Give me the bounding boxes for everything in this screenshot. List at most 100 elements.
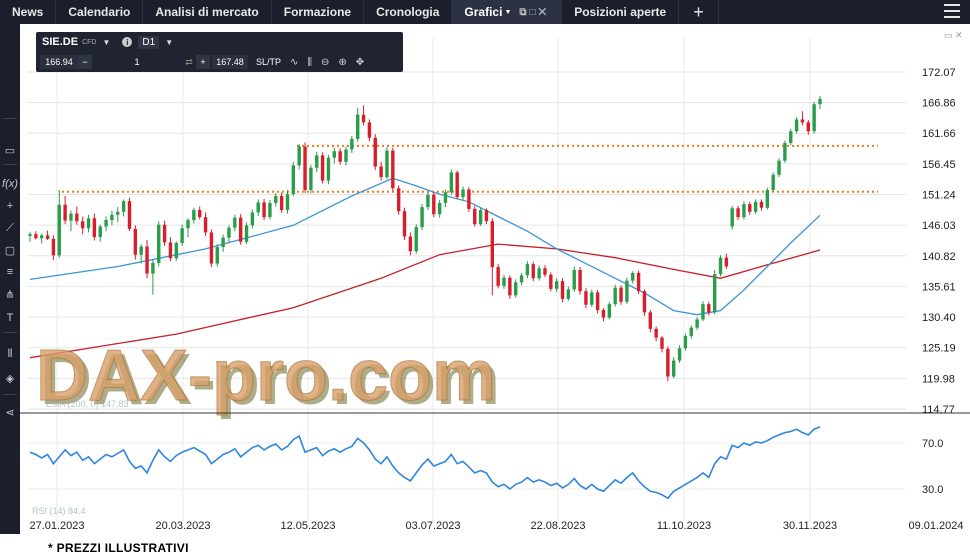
candle-body [607,304,612,318]
y-tick-label: 114.77 [922,404,955,416]
y-tick-label: 166.86 [922,98,956,110]
candle-body [613,287,617,305]
fibonacci-icon[interactable]: ≡ [6,266,14,278]
quantity-plus-button[interactable]: + [196,55,210,69]
swap-icon[interactable]: ⇄ [182,55,196,69]
candle-body [268,202,272,218]
candle-body [233,217,237,228]
x-tick-label: 12.05.2023 [280,520,335,532]
symbol-dropdown-icon[interactable]: ▼ [102,37,111,47]
candle-body [443,192,448,203]
tab-cronologia-label: Cronologia [376,5,440,19]
candle-body [291,165,296,195]
chart-window-controls-icon[interactable]: ▭ ✕ [944,30,963,40]
move-icon[interactable]: ✥ [355,56,365,68]
tab-calendario[interactable]: Calendario [56,0,144,24]
candle-body [75,213,79,222]
y-tick-label: 130.40 [922,312,956,324]
rectangle-icon[interactable]: ▢ [4,245,16,257]
quantity-input[interactable]: 1 [92,55,182,69]
candle-body [92,218,97,238]
line-chart-icon[interactable]: ∿ [290,56,299,68]
candle-body [683,335,688,349]
timeframe-dropdown-icon[interactable]: ▼ [165,37,174,47]
tab-formazione-label: Formazione [283,5,352,19]
tab-news[interactable]: News [0,0,57,24]
crosshair-icon[interactable]: + [6,200,14,212]
candle-body [554,281,559,289]
quantity-minus-button[interactable]: − [78,55,92,69]
left-toolbar: ▭ f(x) + ⟋ ▢ ≡ ⋔ T ⦀ ◈ ⋖ [0,24,20,534]
candle-type-icon[interactable]: ⫼ [307,56,313,68]
info-icon[interactable]: i [122,37,133,47]
plus-icon: + [693,1,704,22]
tab-analisi-di-mercato[interactable]: Analisi di mercato [143,0,272,24]
add-tab-button[interactable]: + [679,0,719,24]
candle-body [361,114,366,123]
tab-posizioni-aperte[interactable]: Posizioni aperte [562,0,680,24]
candle-body [104,220,108,227]
tab-dropdown-icon[interactable]: ▼ [504,8,512,16]
candle-body [51,238,56,256]
zoom-out-icon[interactable]: ⊖ [321,56,330,68]
tab-analisi-label: Analisi di mercato [155,5,259,19]
sltp-button[interactable]: SL/TP [256,57,282,67]
candle-body [344,149,348,162]
candle-body [666,348,670,377]
buy-price-button[interactable]: 167.48 [212,55,248,69]
candle-body [537,268,541,279]
instrument-type-label: CFD [82,38,97,46]
volume-icon[interactable]: ⦀ [7,348,13,360]
candle-body [244,225,249,242]
candle-body [601,310,606,318]
candle-body [110,214,114,221]
candle-body [186,220,190,229]
candle-body [783,142,787,161]
candle-body [525,264,530,276]
x-tick-label: 22.08.2023 [530,520,585,532]
candle-body [467,189,471,209]
candle-body [519,275,524,283]
candle-body [414,227,418,252]
candle-body [701,304,705,320]
ema-indicator-label: EMA (200, 0) 147.83 [46,399,129,409]
candle-body [356,114,360,139]
candle-body [215,247,219,264]
rsi-indicator-label: RSI (14) 84.4 [32,506,86,516]
chart-type-icon[interactable]: ▭ [4,145,16,157]
tab-formazione[interactable]: Formazione [272,0,365,24]
candle-body [812,104,816,132]
zoom-in-icon[interactable]: ⊕ [338,56,347,68]
timeframe-selector[interactable]: D1 [138,35,160,49]
layers-icon[interactable]: ◈ [5,373,15,385]
candle-body [198,210,202,218]
candle-body [648,312,652,329]
candle-body [203,217,208,233]
candle-body [718,257,723,275]
candle-body [437,202,442,215]
candle-body [69,213,73,221]
trendline-icon[interactable]: ⟋ [6,222,14,234]
y-tick-label: 146.03 [922,220,956,232]
candle-body [502,277,506,286]
candle-body [127,201,132,229]
menu-icon[interactable] [944,4,960,18]
tab-window-controls-icon[interactable]: ⧉□✕ [519,6,550,18]
price-chart[interactable]: DAX-pro.com DAX-pro.com EMA (200, 0) 147… [0,24,970,558]
text-icon[interactable]: T [6,312,14,324]
candle-body [695,319,699,328]
candle-body [420,207,424,228]
share-icon[interactable]: ⋖ [5,407,15,419]
sell-price-button[interactable]: 166.94 [40,55,78,69]
indicator-icon[interactable]: f(x) [2,178,18,190]
candle-body [473,208,477,225]
tab-grafici[interactable]: Grafici ▼ ⧉□✕ [452,0,563,24]
candle-body [396,188,401,212]
pitchfork-icon[interactable]: ⋔ [5,289,15,301]
candle-body [162,224,167,243]
tab-cronologia[interactable]: Cronologia [364,0,453,24]
candle-body [642,291,647,313]
symbol-label[interactable]: SIE.DE [42,36,79,48]
candle-body [315,155,319,168]
candle-body [432,194,436,215]
